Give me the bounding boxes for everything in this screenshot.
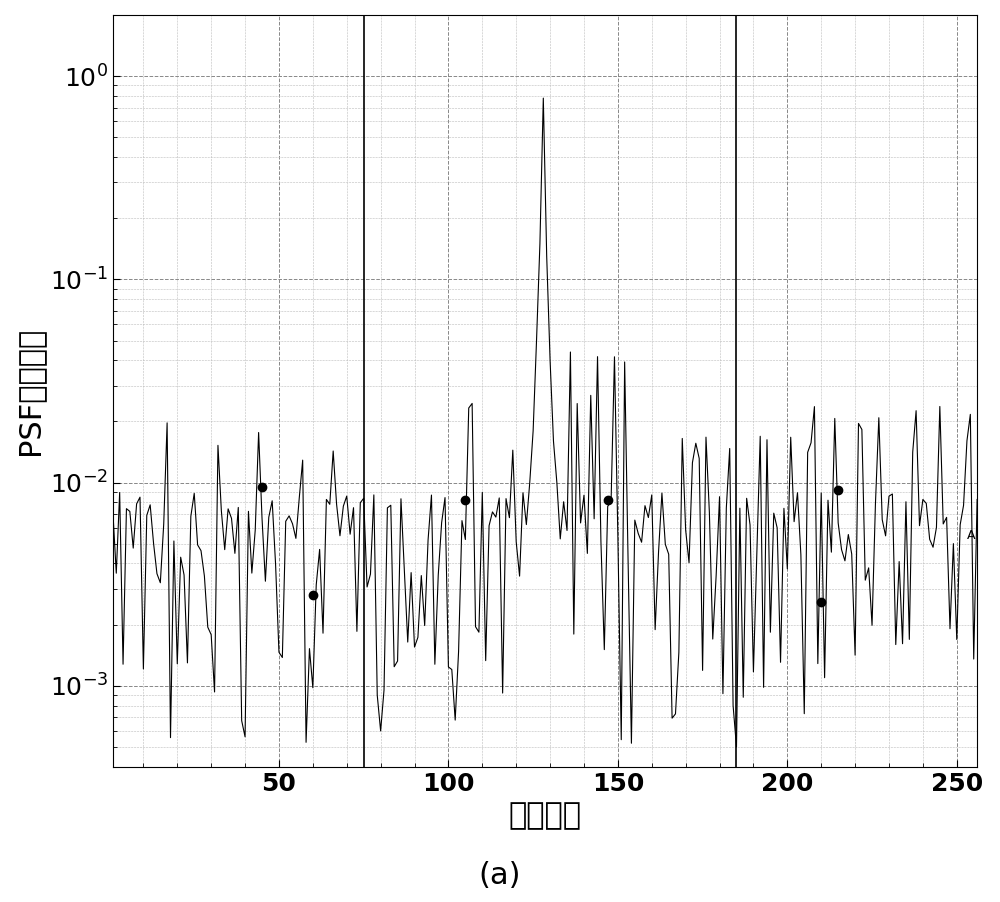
X-axis label: 图像尺寸: 图像尺寸 <box>508 801 581 830</box>
Y-axis label: PSF的对数値: PSF的对数値 <box>15 327 44 455</box>
Text: A: A <box>967 529 975 542</box>
Text: (a): (a) <box>479 861 521 890</box>
